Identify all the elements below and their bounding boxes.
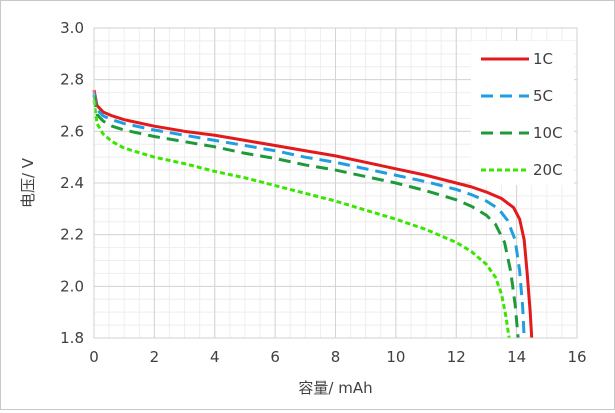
x-tick-label: 16 (567, 348, 586, 366)
y-axis-label: 电压/ V (19, 157, 37, 208)
x-axis-label: 容量/ mAh (298, 379, 372, 397)
legend: 1C 5C 10C 20C (471, 41, 574, 185)
y-tick-label: 2.8 (60, 71, 84, 89)
legend-label: 10C (533, 124, 563, 142)
series-line-20c (92, 100, 511, 339)
x-axis-tick-labels: 0 2 4 6 8 10 12 14 16 (89, 348, 586, 366)
major-gridlines (93, 27, 578, 339)
series-line-5c (92, 92, 526, 339)
y-tick-label: 2.6 (60, 122, 84, 140)
legend-box (471, 41, 574, 185)
x-tick-label: 8 (331, 348, 341, 366)
y-tick-label: 3.0 (60, 19, 84, 37)
x-tick-label: 6 (270, 348, 280, 366)
y-tick-label: 2.2 (60, 226, 84, 244)
legend-label: 5C (533, 87, 553, 105)
y-tick-label: 1.8 (60, 329, 84, 347)
series-line-10c (92, 94, 520, 339)
x-tick-label: 12 (447, 348, 466, 366)
x-tick-label: 10 (386, 348, 405, 366)
legend-label: 1C (533, 50, 553, 68)
x-tick-label: 0 (89, 348, 99, 366)
legend-label: 20C (533, 161, 563, 179)
x-tick-label: 4 (210, 348, 220, 366)
y-tick-label: 2.0 (60, 277, 84, 295)
series-line-1c (92, 89, 534, 339)
plot-series (92, 89, 534, 339)
plot-area-border (93, 27, 578, 339)
y-axis-tick-labels: 1.8 2.0 2.2 2.4 2.6 2.8 3.0 (60, 19, 84, 347)
x-tick-label: 14 (507, 348, 526, 366)
x-tick-label: 2 (150, 348, 160, 366)
y-tick-label: 2.4 (60, 174, 84, 192)
